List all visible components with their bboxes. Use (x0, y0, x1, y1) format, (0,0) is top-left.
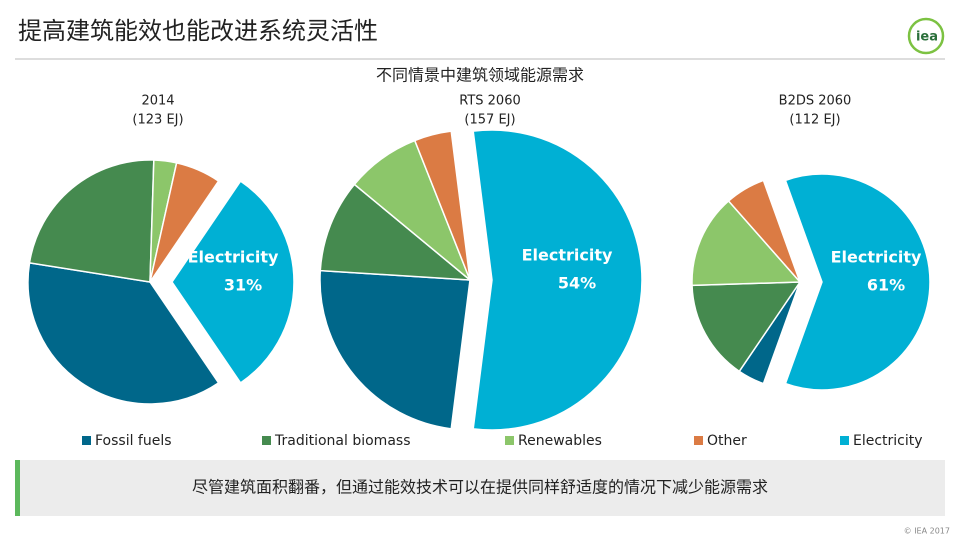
pie-slice (784, 173, 931, 391)
copyright: © IEA 2017 (904, 527, 950, 536)
chart-subtitle: 不同情景中建筑领域能源需求 (376, 66, 584, 85)
slice-value-label: 54% (558, 274, 596, 293)
pie-slice (319, 269, 471, 430)
footer-accent (15, 460, 20, 516)
slice-value-label: 31% (224, 276, 262, 295)
pie-slice (27, 262, 220, 405)
legend-swatch (694, 436, 703, 445)
legend-swatch (82, 436, 91, 445)
pie-title: RTS 2060 (459, 94, 521, 109)
pie-subtitle: (157 EJ) (464, 113, 515, 128)
logo: iea (916, 30, 938, 45)
pie-slice (691, 281, 802, 373)
logo-ring (907, 17, 945, 55)
pie-slice (413, 130, 471, 281)
pie-slice (28, 159, 155, 283)
slide-title: 提高建筑能效也能改进系统灵活性 (18, 17, 378, 45)
slice-category-label: Electricity (188, 248, 279, 267)
legend-label: Renewables (518, 433, 602, 449)
pie-slice (149, 162, 220, 283)
slice-value-label: 61% (867, 276, 905, 295)
pie-subtitle: (123 EJ) (132, 113, 183, 128)
pie-slice (727, 179, 801, 283)
legend-label: Other (707, 433, 747, 449)
pie-slice (319, 183, 473, 281)
legend-label: Fossil fuels (95, 433, 172, 449)
pie-slice (472, 129, 643, 431)
pie-title: B2DS 2060 (779, 94, 852, 109)
footer-text: 尽管建筑面积翻番，但通过能效技术可以在提供同样舒适度的情况下减少能源需求 (192, 478, 768, 497)
pie-subtitle: (112 EJ) (789, 113, 840, 128)
legend-swatch (840, 436, 849, 445)
slice-category-label: Electricity (522, 246, 613, 265)
legend-swatch (505, 436, 514, 445)
slice-category-label: Electricity (831, 248, 922, 267)
legend-label: Electricity (853, 433, 923, 449)
pie-slice (171, 180, 295, 384)
pie-title: 2014 (141, 94, 174, 109)
legend-swatch (262, 436, 271, 445)
pie-slice (691, 199, 802, 287)
footer-box (15, 460, 945, 516)
legend-label: Traditional biomass (274, 433, 411, 449)
